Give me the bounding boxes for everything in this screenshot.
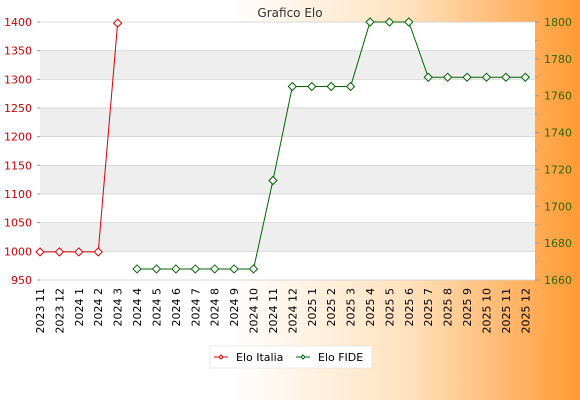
data-point-elo-fide[interactable] bbox=[190, 264, 201, 274]
legend-label-italia: Elo Italia bbox=[236, 351, 283, 364]
x-tick-label: 2024 11 bbox=[267, 288, 280, 334]
y-left-tick-label: 1100 bbox=[4, 188, 32, 201]
y-left-tick-label: 1400 bbox=[4, 16, 32, 29]
x-tick-label: 2025 3 bbox=[345, 288, 358, 327]
x-tick-label: 2024 12 bbox=[286, 288, 299, 334]
data-point-elo-fide[interactable] bbox=[209, 264, 220, 274]
y-right-tick-label: 1800 bbox=[544, 16, 572, 29]
data-point-elo-fide[interactable] bbox=[481, 72, 492, 82]
x-tick-label: 2024 10 bbox=[248, 288, 261, 334]
x-tick-label: 2025 11 bbox=[500, 288, 513, 334]
x-tick-label: 2024 5 bbox=[150, 288, 163, 327]
y-right-tick-label: 1720 bbox=[544, 163, 572, 176]
y-right-tick-label: 1760 bbox=[544, 90, 572, 103]
y-right-tick-label: 1740 bbox=[544, 127, 572, 140]
y-right-tick-label: 1660 bbox=[544, 274, 572, 287]
data-point-elo-fide[interactable] bbox=[171, 264, 181, 274]
x-tick-label: 2024 4 bbox=[131, 288, 144, 327]
x-tick-label: 2024 9 bbox=[228, 288, 241, 327]
legend-marker-italia bbox=[218, 354, 224, 360]
data-point-elo-fide[interactable] bbox=[307, 81, 317, 92]
data-point-elo-italia[interactable] bbox=[93, 247, 103, 257]
x-tick-label: 2024 8 bbox=[209, 288, 222, 327]
x-tick-label: 2024 3 bbox=[112, 288, 125, 327]
x-tick-label: 2025 7 bbox=[422, 288, 435, 327]
data-point-elo-fide[interactable] bbox=[442, 72, 453, 82]
x-tick-label: 2025 6 bbox=[403, 288, 416, 327]
x-tick-label: 2025 9 bbox=[461, 288, 474, 327]
data-point-elo-fide[interactable] bbox=[404, 17, 414, 27]
x-tick-label: 2024 7 bbox=[189, 288, 202, 327]
chart-title: Grafico Elo bbox=[257, 6, 322, 20]
x-tick-label: 2025 2 bbox=[325, 288, 338, 327]
legend-label-fide: Elo FIDE bbox=[318, 351, 363, 364]
x-tick-label: 2025 8 bbox=[442, 288, 455, 327]
data-point-elo-fide[interactable] bbox=[229, 264, 239, 274]
data-point-elo-italia[interactable] bbox=[112, 18, 123, 28]
data-point-elo-fide[interactable] bbox=[462, 72, 472, 82]
y-left-tick-label: 950 bbox=[11, 274, 32, 287]
grid-band bbox=[40, 50, 535, 80]
y-left-tick-label: 1050 bbox=[4, 217, 32, 230]
data-point-elo-italia[interactable] bbox=[74, 247, 84, 257]
x-tick-label: 2025 12 bbox=[519, 288, 532, 334]
y-right-tick-label: 1680 bbox=[544, 237, 572, 250]
legend-marker-fide bbox=[300, 354, 306, 360]
x-tick-label: 2023 11 bbox=[34, 288, 47, 334]
x-tick-label: 2025 4 bbox=[364, 288, 377, 327]
y-left-tick-label: 1000 bbox=[4, 245, 32, 258]
y-right-tick-label: 1700 bbox=[544, 200, 572, 213]
x-tick-label: 2024 6 bbox=[170, 288, 183, 327]
data-point-elo-italia[interactable] bbox=[54, 247, 65, 257]
y-left-tick-label: 1300 bbox=[4, 73, 32, 86]
data-point-elo-fide[interactable] bbox=[287, 81, 298, 92]
data-point-elo-fide[interactable] bbox=[326, 81, 336, 92]
data-point-elo-fide[interactable] bbox=[268, 175, 278, 186]
x-tick-label: 2025 5 bbox=[383, 288, 396, 327]
y-left-tick-label: 1200 bbox=[4, 131, 32, 144]
data-point-elo-fide[interactable] bbox=[248, 264, 259, 274]
grid-band bbox=[40, 165, 535, 194]
x-tick-label: 2025 10 bbox=[480, 288, 493, 334]
data-point-elo-fide[interactable] bbox=[132, 264, 142, 274]
legend-box bbox=[209, 345, 373, 369]
y-right-tick-label: 1780 bbox=[544, 53, 572, 66]
data-point-elo-fide[interactable] bbox=[365, 17, 375, 27]
x-tick-label: 2023 12 bbox=[53, 288, 66, 334]
grid-band bbox=[40, 108, 535, 137]
data-point-elo-fide[interactable] bbox=[501, 72, 511, 82]
grid-band bbox=[40, 222, 535, 252]
x-tick-label: 2024 1 bbox=[73, 288, 86, 327]
y-left-tick-label: 1150 bbox=[4, 159, 32, 172]
y-left-tick-label: 1250 bbox=[4, 102, 32, 115]
x-tick-label: 2025 1 bbox=[306, 288, 319, 327]
y-left-tick-label: 1350 bbox=[4, 45, 32, 58]
data-point-elo-fide[interactable] bbox=[151, 264, 162, 274]
x-tick-label: 2024 2 bbox=[92, 288, 105, 327]
data-point-elo-fide[interactable] bbox=[520, 72, 531, 82]
data-point-elo-fide[interactable] bbox=[384, 17, 395, 27]
data-point-elo-italia[interactable] bbox=[35, 247, 45, 257]
data-point-elo-fide[interactable] bbox=[423, 72, 433, 82]
data-point-elo-fide[interactable] bbox=[345, 81, 356, 92]
